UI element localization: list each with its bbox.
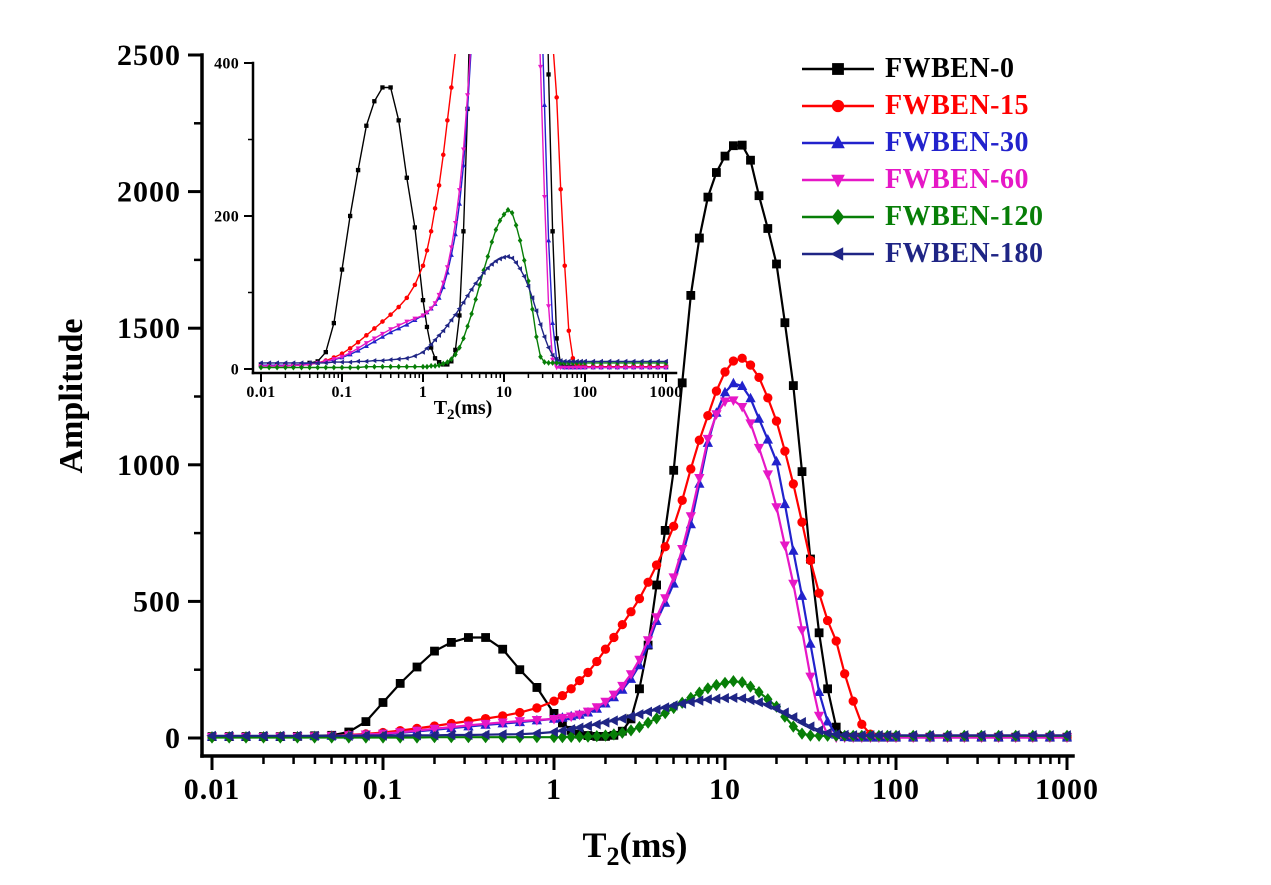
inset-chart: 0.01 0.1 1 10 100 1000 0 200 400 [214, 54, 682, 402]
inset-y-axis-ticks [244, 62, 253, 370]
main-x-tick-label: 10 [709, 773, 741, 806]
inset-y-tick-label: 400 [214, 56, 239, 73]
main-y-tick-label: 2500 [117, 39, 181, 72]
main-y-tick-label: 1500 [117, 312, 181, 345]
inset-x-tick-label: 0.1 [332, 384, 353, 401]
main-x-tick-label: 1000 [1035, 773, 1099, 806]
legend-item-fwben-120: FWBEN-120 [800, 198, 1044, 235]
main-y-tick-label: 1000 [117, 449, 181, 482]
inset-fwben-60-curve [261, 54, 666, 369]
inset-series [258, 54, 669, 371]
fwben-30-legend-marker-icon [802, 135, 874, 148]
inset-axes: 0.01 0.1 1 10 100 1000 0 200 400 [214, 56, 682, 402]
legend-item-fwben-0: FWBEN-0 [800, 50, 1044, 87]
legend-item-fwben-30: FWBEN-30 [800, 124, 1044, 161]
main-y-tick-label: 0 [165, 722, 181, 755]
legend-item-fwben-180: FWBEN-180 [800, 235, 1044, 272]
legend-label: FWBEN-60 [885, 163, 1029, 195]
legend-item-fwben-60: FWBEN-60 [800, 161, 1044, 198]
inset-x-tick-label: 1000 [649, 384, 682, 401]
fwben-0-legend-marker-icon [802, 62, 874, 75]
fwben-15-legend-marker-icon [802, 99, 874, 112]
main-y-tick-label: 500 [133, 585, 181, 618]
legend-label: FWBEN-180 [885, 237, 1044, 269]
inset-x-tick-label: 100 [573, 384, 598, 401]
fwben-180-legend-marker-icon [802, 246, 874, 261]
legend-label: FWBEN-120 [885, 200, 1044, 232]
legend-label: FWBEN-15 [885, 89, 1029, 121]
y-axis-title: Amplitude [53, 319, 90, 474]
legend: FWBEN-0 FWBEN-15 FWBEN-30 FWBEN-60 FWBEN-120… [800, 50, 1044, 272]
main-y-axis-ticks [188, 53, 202, 740]
inset-fwben-0-curve [261, 54, 666, 368]
main-series [206, 140, 1073, 744]
inset-series-fwben-30 [258, 54, 669, 370]
inset-x-tick-label: 1 [419, 384, 427, 401]
inset-x-axis-title: T2(ms) [434, 397, 493, 423]
x-axis-title: T2(ms) [583, 825, 688, 871]
main-y-tick-label: 2000 [117, 176, 181, 209]
inset-y-tick-label: 200 [214, 209, 239, 226]
legend-label: FWBEN-0 [885, 52, 1015, 84]
inset-x-tick-label: 0.01 [246, 384, 275, 401]
main-x-tick-label: 0.01 [184, 773, 241, 806]
legend-label: FWBEN-30 [885, 126, 1029, 158]
inset-series-fwben-15 [258, 54, 669, 369]
legend-item-fwben-15: FWBEN-15 [800, 87, 1044, 124]
main-series-fwben-180 [206, 692, 1071, 741]
fwben-120-legend-marker-icon [802, 208, 874, 225]
inset-series-fwben-60 [258, 54, 669, 371]
fwben-60-legend-marker-icon [802, 174, 874, 187]
inset-fwben-180-curve [261, 255, 666, 364]
main-x-axis-ticks [210, 756, 1069, 770]
main-x-tick-label: 100 [872, 773, 920, 806]
main-x-tick-label: 0.1 [363, 773, 404, 806]
inset-series-fwben-0 [258, 54, 669, 369]
inset-fwben-15-curve [261, 54, 666, 368]
main-fwben-15-curve [212, 357, 1067, 739]
inset-fwben-30-curve [261, 54, 666, 369]
inset-y-tick-label: 0 [231, 362, 239, 379]
inset-x-axis-ticks [260, 373, 667, 382]
main-x-tick-label: 1 [546, 773, 562, 806]
inset-series-fwben-180 [258, 254, 668, 366]
inset-x-tick-label: 10 [496, 384, 513, 401]
